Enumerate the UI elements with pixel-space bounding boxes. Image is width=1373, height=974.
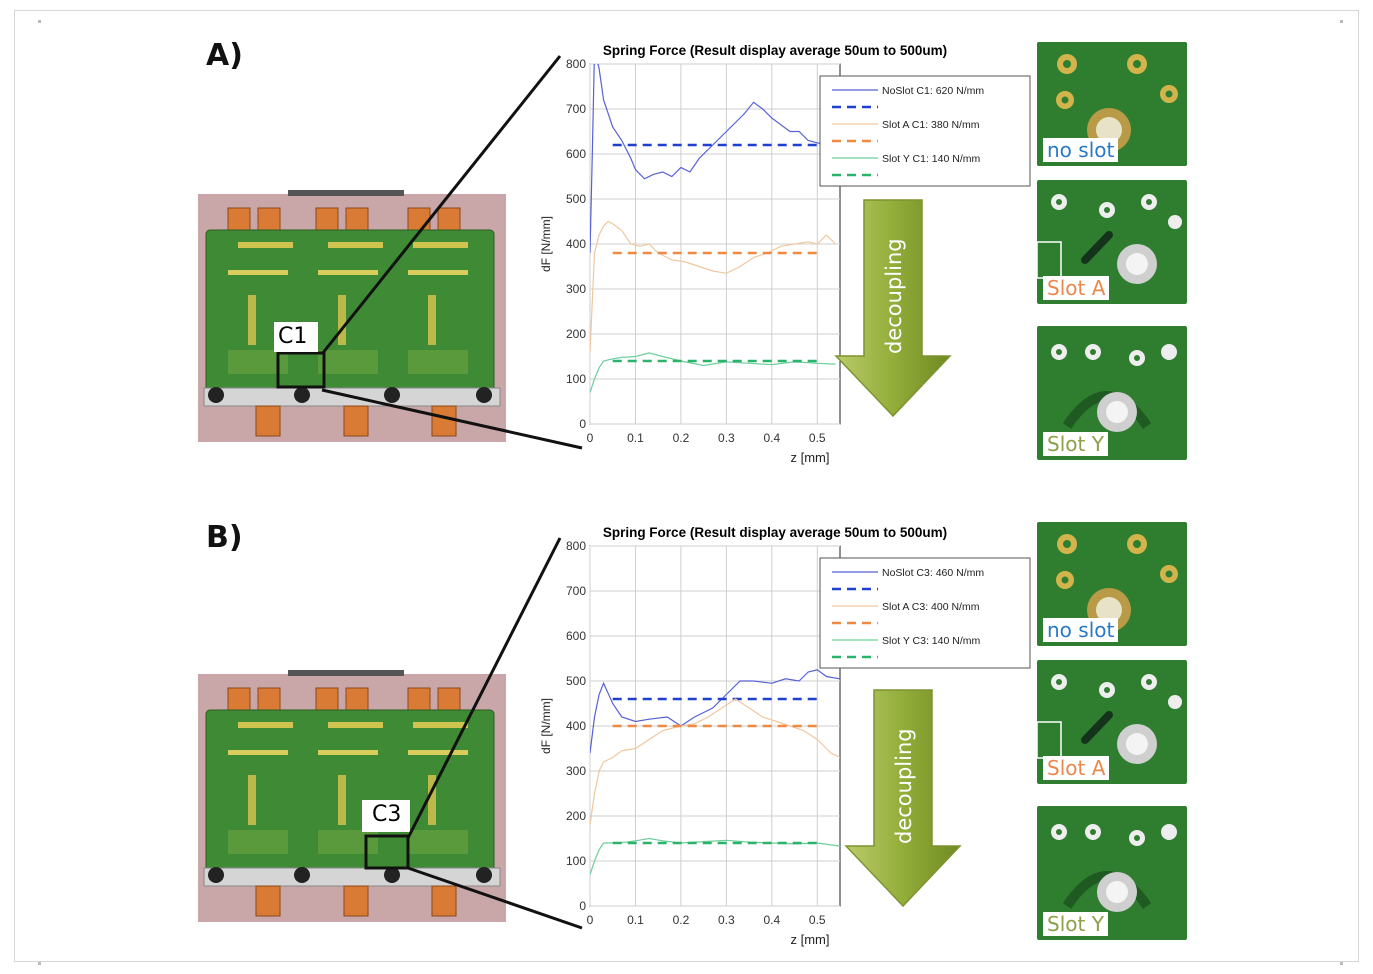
legend-box xyxy=(819,557,1031,669)
panel-label-a: A) xyxy=(206,38,243,73)
x-tick-label: 0.3 xyxy=(718,913,735,927)
chart-a-svg: Spring Force (Result display average 50u… xyxy=(539,43,1031,465)
corner-mark xyxy=(1340,962,1343,965)
corner-mark xyxy=(1340,20,1343,23)
photo-slot-y-b: Slot Y xyxy=(1037,806,1187,940)
y-axis-label: dF [N/mm] xyxy=(539,216,553,272)
photo-caption: Slot A xyxy=(1043,276,1110,300)
series-line xyxy=(590,698,840,826)
legend-entry: NoSlot C3: 460 N/mm xyxy=(882,567,984,579)
photo-no-slot-a: no slot xyxy=(1037,42,1187,166)
x-tick-label: 0.2 xyxy=(673,913,690,927)
x-tick-label: 0.5 xyxy=(809,913,826,927)
pcb-board-b: C3 xyxy=(198,670,508,930)
decoupling-arrow-a: decoupling xyxy=(828,196,958,426)
photo-caption: no slot xyxy=(1043,138,1119,162)
panel-label-b: B) xyxy=(206,520,243,555)
y-tick-label: 300 xyxy=(566,282,586,296)
legend-entry: NoSlot C1: 620 N/mm xyxy=(882,85,984,97)
x-tick-label: 0.5 xyxy=(809,431,826,445)
y-tick-label: 700 xyxy=(566,102,586,116)
y-axis-label: dF [N/mm] xyxy=(539,698,553,754)
x-tick-label: 0.1 xyxy=(627,431,644,445)
y-tick-label: 800 xyxy=(566,57,586,71)
board-marker-label: C3 xyxy=(372,802,402,827)
y-tick-label: 400 xyxy=(566,237,586,251)
legend-box xyxy=(819,75,1031,187)
figure-frame xyxy=(14,10,1359,962)
y-tick-label: 600 xyxy=(566,629,586,643)
photo-no-slot-b: no slot xyxy=(1037,522,1187,646)
y-tick-label: 700 xyxy=(566,584,586,598)
corner-mark xyxy=(38,962,41,965)
chart-b-svg: Spring Force (Result display average 50u… xyxy=(539,525,1031,947)
y-tick-label: 600 xyxy=(566,147,586,161)
arrow-label: decoupling xyxy=(892,728,916,844)
x-tick-label: 0.3 xyxy=(718,431,735,445)
photo-caption: Slot Y xyxy=(1043,912,1108,936)
y-tick-label: 100 xyxy=(566,854,586,868)
x-tick-label: 0.4 xyxy=(763,913,780,927)
y-tick-label: 500 xyxy=(566,674,586,688)
series-line xyxy=(590,352,836,393)
board-marker-label: C1 xyxy=(278,324,308,349)
decoupling-arrow-b: decoupling xyxy=(838,686,968,916)
y-tick-label: 300 xyxy=(566,764,586,778)
photo-caption: no slot xyxy=(1043,618,1119,642)
x-tick-label: 0.2 xyxy=(673,431,690,445)
y-tick-label: 100 xyxy=(566,372,586,386)
legend-entry: Slot A C3: 400 N/mm xyxy=(882,601,980,613)
pcb-closeup-image xyxy=(1037,326,1187,460)
series-line xyxy=(590,220,836,353)
y-tick-label: 800 xyxy=(566,539,586,553)
down-arrow-icon xyxy=(834,199,952,418)
series-line xyxy=(590,64,827,254)
legend-entry: Slot Y C1: 140 N/mm xyxy=(882,153,980,165)
photo-slot-a-b: Slot A xyxy=(1037,660,1187,784)
chart-title: Spring Force (Result display average 50u… xyxy=(603,43,947,58)
series-line xyxy=(590,669,840,754)
y-tick-label: 400 xyxy=(566,719,586,733)
photo-caption: Slot Y xyxy=(1043,432,1108,456)
chart-b: Spring Force (Result display average 50u… xyxy=(539,522,1031,962)
legend-entry: Slot Y C3: 140 N/mm xyxy=(882,635,980,647)
x-tick-label: 0.4 xyxy=(763,431,780,445)
x-tick-label: 0 xyxy=(587,913,594,927)
photo-caption: Slot A xyxy=(1043,756,1110,780)
x-axis-label: z [mm] xyxy=(791,450,830,465)
corner-mark xyxy=(38,20,41,23)
pcb-closeup-image xyxy=(1037,180,1187,304)
x-tick-label: 0.1 xyxy=(627,913,644,927)
y-tick-label: 200 xyxy=(566,809,586,823)
pcb-board-illustration xyxy=(198,670,506,922)
down-arrow-icon xyxy=(844,689,962,908)
legend-entry: Slot A C1: 380 N/mm xyxy=(882,119,980,131)
y-tick-label: 500 xyxy=(566,192,586,206)
photo-slot-y-a: Slot Y xyxy=(1037,326,1187,460)
x-axis-label: z [mm] xyxy=(791,932,830,947)
y-tick-label: 200 xyxy=(566,327,586,341)
photo-slot-a-a: Slot A xyxy=(1037,180,1187,304)
y-tick-label: 0 xyxy=(579,417,586,431)
arrow-label: decoupling xyxy=(882,238,906,354)
y-tick-label: 0 xyxy=(579,899,586,913)
pcb-closeup-image xyxy=(1037,660,1187,784)
chart-a: Spring Force (Result display average 50u… xyxy=(539,40,1031,480)
x-tick-label: 0 xyxy=(587,431,594,445)
chart-title: Spring Force (Result display average 50u… xyxy=(603,525,947,540)
